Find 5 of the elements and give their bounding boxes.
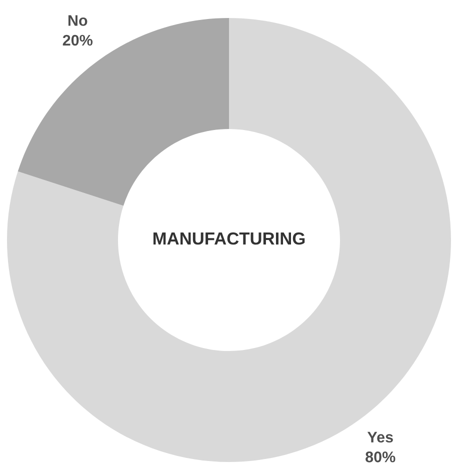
slice-label: Yes bbox=[367, 432, 393, 443]
text: MANUFACTURING bbox=[153, 232, 305, 245]
data-label: 80% bbox=[366, 452, 396, 462]
slice-label: No bbox=[68, 15, 88, 26]
data-label: 20% bbox=[62, 34, 93, 46]
